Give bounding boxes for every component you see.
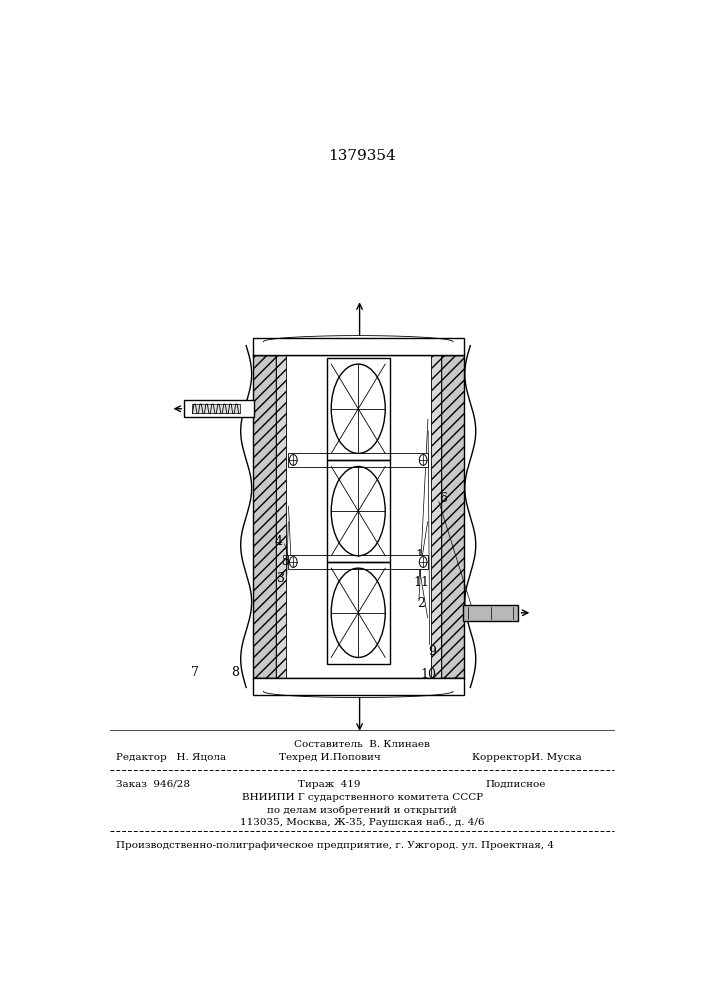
Bar <box>327 460 390 562</box>
Bar <box>253 338 464 355</box>
Text: Производственно-полиграфическое предприятие, г. Ужгород. ул. Проектная, 4: Производственно-полиграфическое предприя… <box>116 841 554 850</box>
Text: Составитель  В. Клинаев: Составитель В. Клинаев <box>294 740 431 749</box>
Text: 9: 9 <box>428 645 436 658</box>
Text: Редактор   Н. Яцола: Редактор Н. Яцола <box>116 753 226 762</box>
Bar <box>327 358 390 460</box>
Text: Подписное: Подписное <box>486 780 546 789</box>
Text: 4: 4 <box>274 535 283 548</box>
Text: Тираж  419: Тираж 419 <box>298 780 361 789</box>
Bar <box>192 404 240 413</box>
Text: Заказ  946/28: Заказ 946/28 <box>116 780 189 789</box>
Bar <box>185 400 254 417</box>
Text: 11: 11 <box>413 576 429 588</box>
Bar <box>288 555 428 569</box>
Text: 1379354: 1379354 <box>329 149 396 163</box>
Bar <box>288 453 428 467</box>
Bar <box>327 562 390 664</box>
Bar <box>462 605 518 620</box>
Text: 8: 8 <box>231 666 239 679</box>
Text: 5: 5 <box>281 555 290 568</box>
Text: 113035, Москва, Ж-35, Раушская наб., д. 4/6: 113035, Москва, Ж-35, Раушская наб., д. … <box>240 818 484 827</box>
Bar <box>431 355 440 678</box>
Bar <box>440 355 464 678</box>
Text: 3: 3 <box>277 572 285 585</box>
Bar <box>253 678 464 695</box>
Text: 7: 7 <box>192 666 199 679</box>
Bar <box>276 355 286 678</box>
Text: по делам изобретений и открытий: по делам изобретений и открытий <box>267 805 457 815</box>
Bar <box>253 355 276 678</box>
Circle shape <box>419 455 427 465</box>
Text: ВНИИПИ Г сударственного комитета СССР: ВНИИПИ Г сударственного комитета СССР <box>242 793 483 802</box>
Text: КорректорИ. Муска: КорректорИ. Муска <box>472 753 582 762</box>
Text: 2: 2 <box>418 597 426 610</box>
Text: 10: 10 <box>420 668 436 681</box>
Text: Техред И.Попович: Техред И.Попович <box>279 753 380 762</box>
Circle shape <box>419 557 427 567</box>
Circle shape <box>289 557 297 567</box>
Text: 6: 6 <box>440 492 448 505</box>
Text: 1: 1 <box>416 549 424 562</box>
Circle shape <box>289 455 297 465</box>
